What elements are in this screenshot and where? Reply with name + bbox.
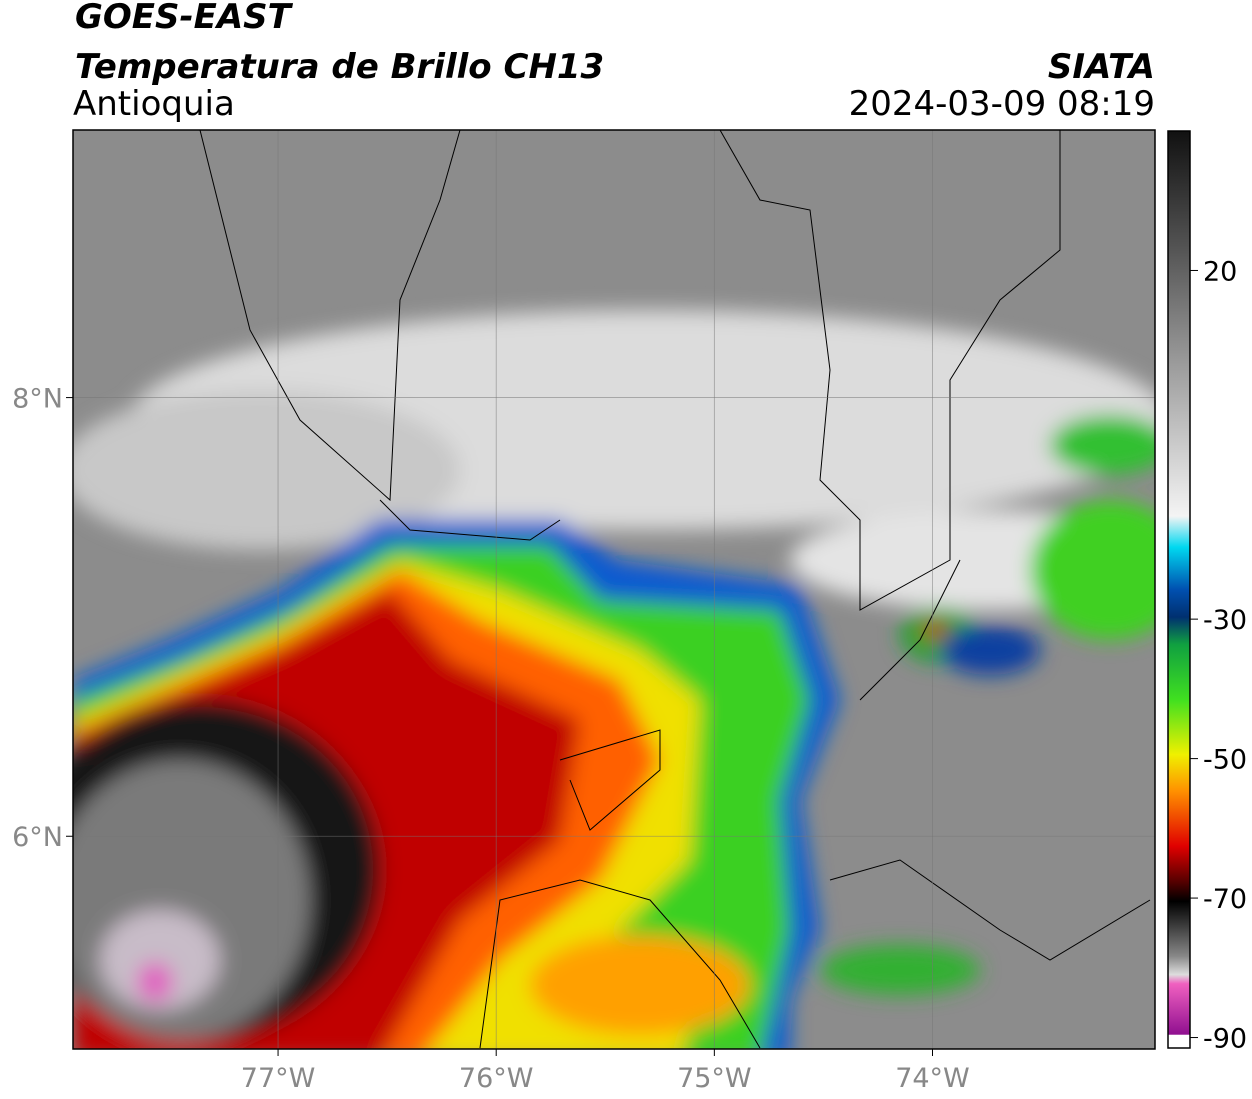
datetime: 2024-03-09 08:19 bbox=[849, 84, 1155, 124]
graticule bbox=[73, 130, 1155, 1049]
y-tick-label: 6°N bbox=[12, 822, 63, 853]
x-tick-label: 76°W bbox=[459, 1063, 534, 1094]
x-tick-label: 77°W bbox=[241, 1063, 316, 1094]
title: GOES-EAST bbox=[75, 0, 294, 37]
source: SIATA bbox=[1048, 47, 1155, 87]
subtitle: Temperatura de Brillo CH13 bbox=[75, 47, 604, 87]
ticks: 77°W 76°W 75°W 74°W 8°N 6°N 20 -30 -50 -70 -90 bbox=[12, 256, 1247, 1094]
y-tick-label: 8°N bbox=[12, 384, 63, 415]
region: Antioquia bbox=[73, 84, 235, 124]
colorbar bbox=[1167, 130, 1191, 1049]
colorbar-tick-label: -90 bbox=[1203, 1024, 1247, 1055]
colorbar-tick-label: 20 bbox=[1203, 256, 1237, 287]
map-frame bbox=[72, 129, 1156, 1050]
colorbar-tick-label: -70 bbox=[1203, 884, 1247, 915]
satellite-image bbox=[73, 130, 1155, 1049]
x-tick-label: 74°W bbox=[895, 1063, 970, 1094]
colorbar-tick-label: -50 bbox=[1203, 745, 1247, 776]
colorbar-tick-label: -30 bbox=[1203, 605, 1247, 636]
x-tick-label: 75°W bbox=[677, 1063, 752, 1094]
